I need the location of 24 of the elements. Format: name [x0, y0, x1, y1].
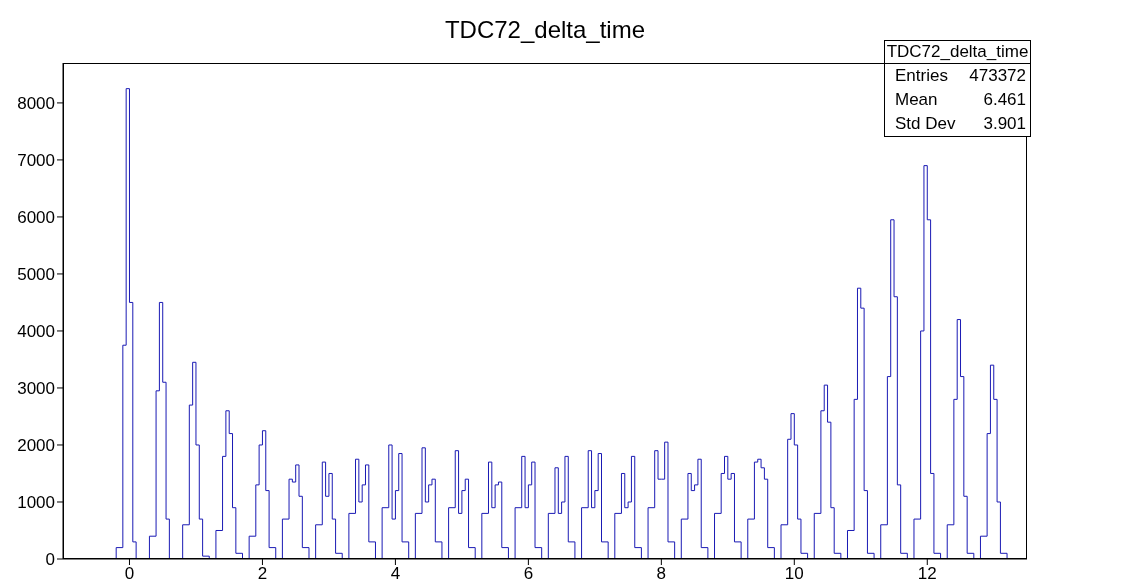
annotation: Entries — [895, 65, 948, 87]
annotation: 6.461 — [983, 89, 1026, 111]
y-tick-label: 0 — [45, 550, 55, 570]
x-tick-label: 8 — [656, 564, 667, 584]
y-tick-label: 4000 — [17, 321, 55, 341]
x-tick-label: 12 — [917, 564, 937, 584]
x-tick-label: 2 — [257, 564, 268, 584]
y-tick-label: 7000 — [17, 150, 55, 170]
annotation: 3.901 — [983, 113, 1026, 135]
annotation: Std Dev — [895, 113, 956, 135]
y-tick-label: 2000 — [17, 436, 55, 456]
x-tick-label: 0 — [124, 564, 135, 584]
x-tick-label: 10 — [784, 564, 804, 584]
text: TDC72_delta_time — [885, 41, 1030, 64]
annotation: Mean — [895, 89, 938, 111]
x-tick-label: 4 — [390, 564, 401, 584]
y-tick-label: 6000 — [17, 207, 55, 227]
y-tick-label: 1000 — [17, 493, 55, 513]
y-tick-label: 5000 — [17, 264, 55, 284]
y-tick-label: 3000 — [17, 379, 55, 398]
annotation: 473372 — [969, 65, 1026, 87]
x-tick-label: 6 — [523, 564, 534, 584]
chart-title: TDC72_delta_time — [444, 16, 646, 43]
y-tick-label: 8000 — [17, 93, 55, 113]
